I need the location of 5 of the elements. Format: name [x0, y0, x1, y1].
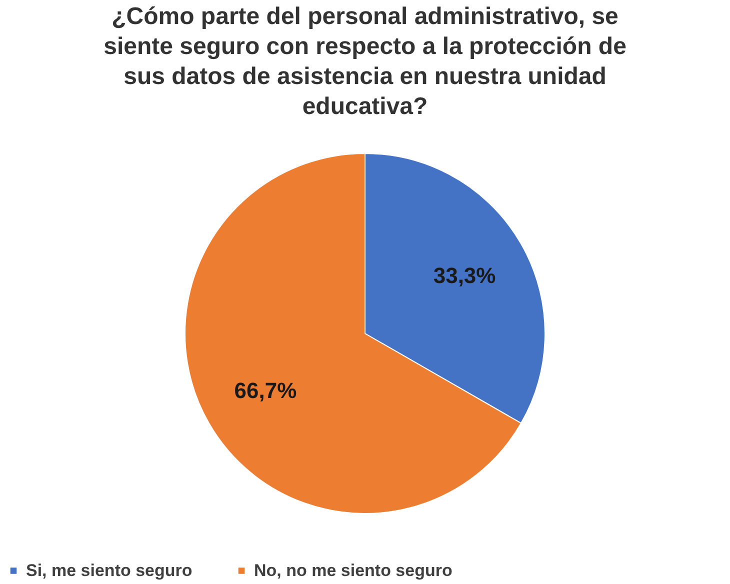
data-label: 33,3% [433, 262, 496, 288]
data-label: 66,7% [234, 378, 297, 404]
legend-label: Si, me siento seguro [26, 560, 192, 580]
chart-title: ¿Cómo parte del personal administrativo, se siente seguro con respecto a la protección de sus datos de asistencia en nuestra unidad educativa? [104, 3, 626, 120]
legend-label: No, no me siento seguro [254, 560, 452, 580]
